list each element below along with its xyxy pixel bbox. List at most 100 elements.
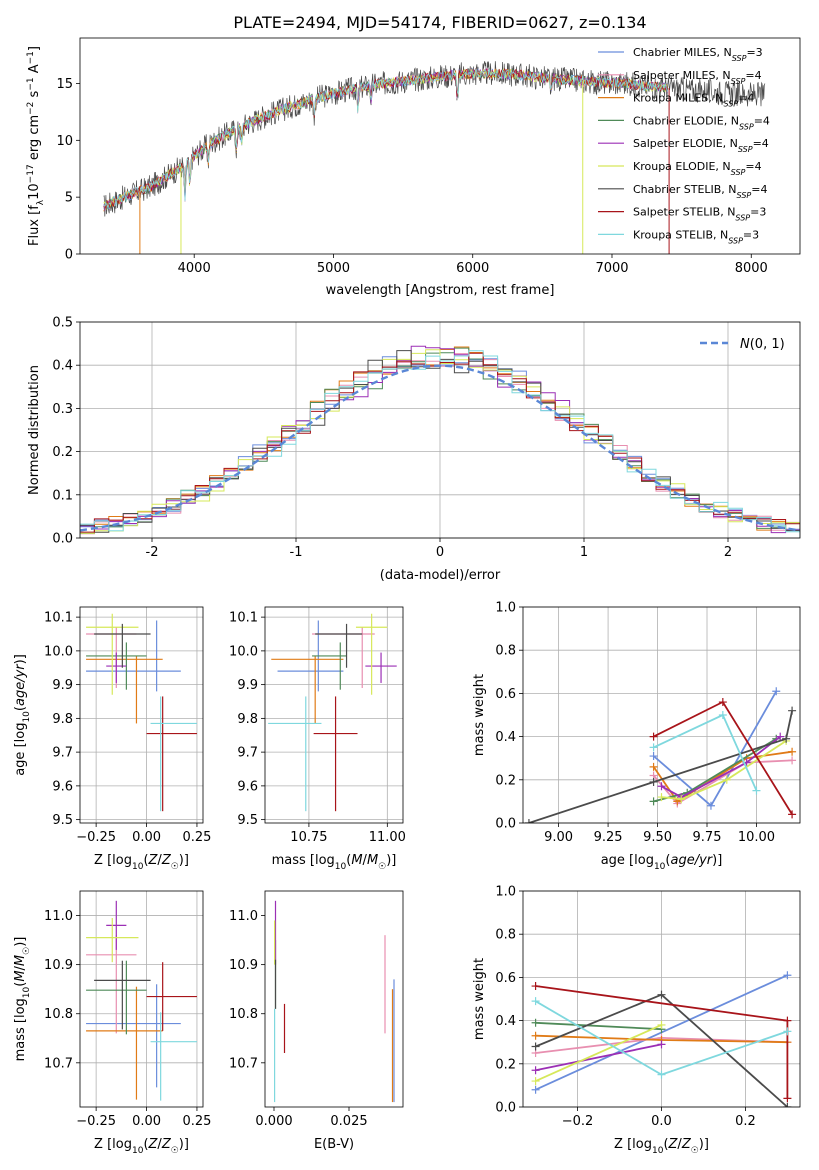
y-axis-label: mass weight [472, 674, 487, 756]
x-tick-label: 9.00 [544, 830, 573, 845]
weight-marker-kroupa-elodie [531, 1077, 540, 1086]
axes-frame [264, 606, 404, 824]
y-tick-label: 10 [56, 134, 73, 149]
weight-marker-salpeter-miles [788, 756, 797, 765]
weight-marker-kroupa-miles [531, 1031, 540, 1040]
x-tick-label: 9.25 [594, 830, 623, 845]
x-tick-label: 4000 [178, 261, 211, 276]
weight-marker-salpeter-stelib [718, 698, 727, 707]
axes-frame [522, 606, 801, 824]
weight-vs-Z-panel: −0.2 0.0 0.2 0.0 0.2 0.4 0.6 0.8 1.0 [495, 885, 800, 1129]
y-tick-label: 9.5 [237, 813, 258, 828]
histogram-salpeter-stelib [80, 352, 800, 538]
x-axis-label: Z [log10(Z/Z☉)] [94, 853, 189, 872]
age-vs-Z-errorbars [86, 613, 197, 812]
y-tick-label: 9.6 [52, 779, 73, 794]
normal-curve [80, 364, 800, 532]
weight-marker-chabrier-stelib [524, 819, 533, 823]
mass-vs-Z-errorbars [86, 900, 197, 1101]
axes-frame [79, 37, 801, 255]
weight-marker-chabrier-miles [531, 1085, 540, 1094]
x-tick-label: −0.25 [76, 830, 116, 845]
x-tick-label: 7000 [595, 261, 628, 276]
weight-marker-salpeter-elodie [657, 782, 666, 791]
spectrum-kroupa-stelib [103, 68, 668, 210]
weight-marker-chabrier-elodie [649, 797, 658, 806]
y-tick-label: 9.8 [237, 712, 258, 727]
mass-vs-EBV-errorbars [274, 900, 395, 1103]
weight-vs-Z-lines [531, 971, 792, 1107]
weight-vs-age-panel: 9.00 9.25 9.50 9.75 10.00 0.0 0.2 0.4 0.6 0.8 1.0 [495, 601, 800, 845]
weight-marker-salpeter-stelib [783, 1094, 792, 1103]
weight-marker-kroupa-stelib [531, 997, 540, 1006]
x-tick-label: 0.0 [651, 1114, 672, 1129]
y-tick-label: 5 [65, 191, 73, 206]
x-tick-label: 0.2 [735, 1114, 756, 1129]
y-tick-label: 11.0 [229, 909, 258, 924]
weight-marker-chabrier-stelib [531, 1042, 540, 1051]
weight-marker-kroupa-elodie [657, 793, 666, 802]
y-tick-label: 9.9 [237, 678, 258, 693]
y-tick-label: 0.2 [495, 773, 516, 788]
y-tick-label: 0.3 [52, 402, 73, 417]
x-axis-label: mass [log10(M/M☉)] [272, 853, 397, 872]
weight-marker-chabrier-miles [783, 971, 792, 980]
y-tick-label: 10.7 [229, 1056, 258, 1071]
y-tick-label: 0.2 [495, 1057, 516, 1072]
weight-line-kroupa-elodie [661, 740, 787, 801]
weight-vs-age-lines [524, 687, 797, 823]
mass-vs-EBV-panel: 0.000 0.025 10.7 10.8 10.9 11.0 [229, 909, 368, 1129]
axes-frame [79, 890, 204, 1108]
x-tick-label: -2 [146, 545, 159, 560]
y-tick-label: 0.8 [495, 928, 516, 943]
y-axis-label: Normed distribution [27, 365, 42, 495]
y-tick-label: 9.5 [52, 813, 73, 828]
legend-entry: Kroupa STELIB, NSSP=3 [633, 228, 759, 245]
x-tick-label: 5000 [317, 261, 350, 276]
weight-marker-salpeter-elodie [657, 1040, 666, 1049]
x-tick-label: 0.000 [255, 1114, 292, 1129]
y-tick-label: 10.9 [44, 958, 73, 973]
y-tick-label: 1.0 [495, 885, 516, 900]
x-tick-label: 0.00 [132, 830, 161, 845]
weight-marker-salpeter-stelib [783, 1016, 792, 1025]
x-tick-label: −0.25 [76, 1114, 116, 1129]
age-vs-mass-panel: 10.75 11.00 9.5 9.6 9.7 9.8 9.9 10.0 10.1 [229, 607, 406, 845]
y-tick-label: 0.6 [495, 971, 516, 986]
y-tick-label: 0.0 [495, 1101, 516, 1116]
y-tick-label: 0.6 [495, 687, 516, 702]
x-tick-label: 8000 [735, 261, 768, 276]
y-tick-label: 9.6 [237, 779, 258, 794]
weight-marker-chabrier-stelib [657, 990, 666, 999]
weight-marker-kroupa-miles [788, 747, 797, 756]
y-tick-label: 10.8 [229, 1007, 258, 1022]
x-axis-label: E(B-V) [314, 1137, 354, 1152]
x-tick-label: 11.00 [369, 830, 406, 845]
y-tick-label: 10.0 [44, 644, 73, 659]
x-tick-label: 9.50 [643, 830, 672, 845]
x-tick-label: 0 [436, 545, 444, 560]
weight-marker-salpeter-stelib [788, 810, 797, 819]
y-tick-label: 0.4 [495, 730, 516, 745]
weight-line-kroupa-elodie [535, 1024, 662, 1082]
x-axis-label: wavelength [Angstrom, rest frame] [326, 283, 555, 298]
x-tick-label: 1 [580, 545, 588, 560]
x-tick-label: 2 [724, 545, 732, 560]
weight-marker-chabrier-miles [772, 687, 781, 696]
y-axis-label: age [log10(age/yr)] [13, 654, 32, 776]
weight-marker-chabrier-stelib [782, 734, 791, 743]
weight-marker-chabrier-stelib [788, 706, 797, 715]
weight-marker-kroupa-stelib [752, 786, 761, 795]
weight-marker-salpeter-elodie [776, 732, 785, 741]
weight-marker-kroupa-stelib [649, 743, 658, 752]
legend-entry: Chabrier STELIB, NSSP=4 [633, 183, 767, 200]
weight-line-chabrier-elodie [535, 1021, 662, 1031]
histogram-kroupa-stelib [80, 350, 800, 538]
legend-entry: Salpeter MILES, NSSP=4 [633, 69, 762, 86]
y-tick-label: 0.4 [495, 1014, 516, 1029]
legend-entry: N(0, 1) [740, 337, 785, 352]
weight-line-chabrier-stelib [528, 710, 793, 823]
weight-marker-kroupa-stelib [657, 1070, 666, 1079]
y-tick-label: 0.1 [52, 488, 73, 503]
